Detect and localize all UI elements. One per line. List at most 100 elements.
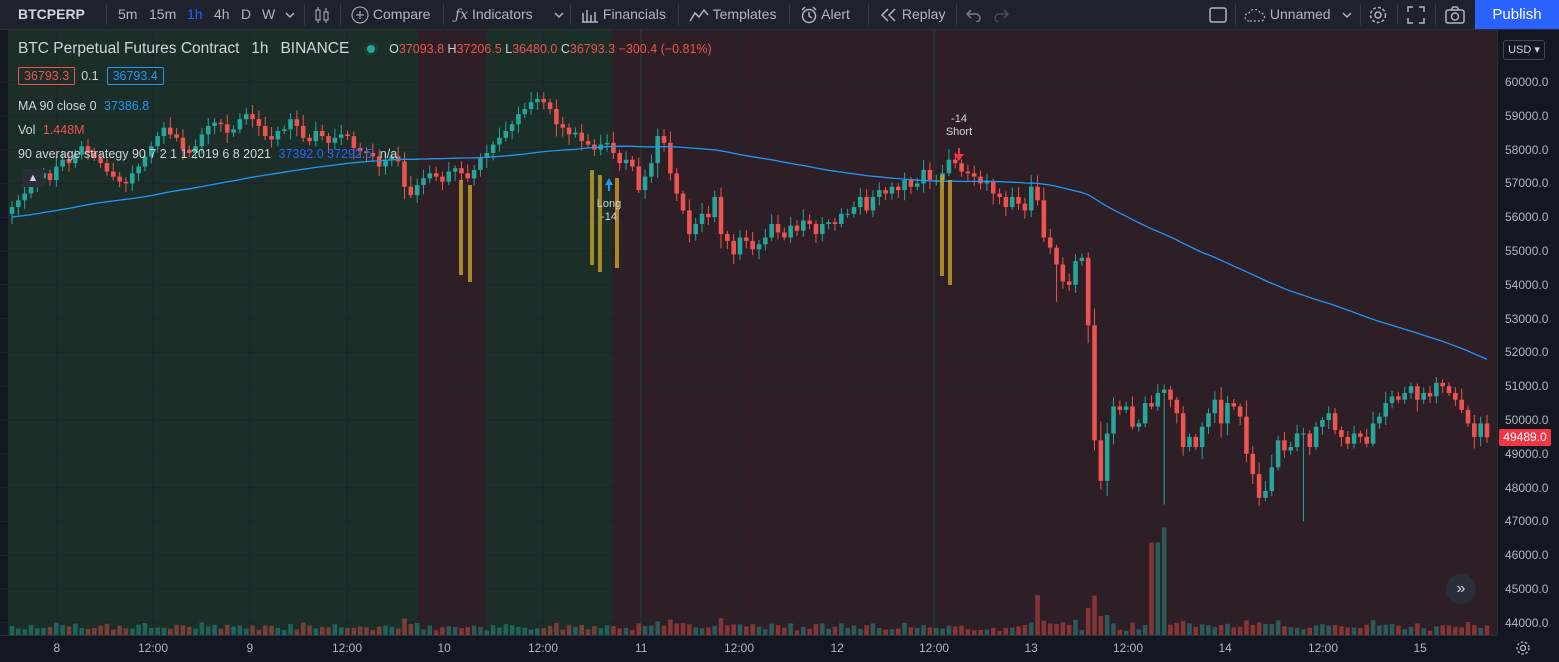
- interval-5m[interactable]: 5m: [118, 6, 138, 22]
- candle-body: [959, 163, 964, 172]
- candle-body: [908, 180, 914, 187]
- financials-button[interactable]: Financials: [581, 0, 666, 29]
- interval-1h[interactable]: 1h: [187, 6, 203, 22]
- publish-button[interactable]: Publish: [1475, 0, 1559, 29]
- toolbar-divider: [1435, 4, 1436, 25]
- volume-bar: [763, 629, 768, 635]
- open-label: O: [389, 42, 399, 56]
- templates-button[interactable]: Templates: [689, 0, 776, 29]
- interval-15m[interactable]: 15m: [149, 6, 177, 22]
- volume-bar: [1408, 626, 1414, 635]
- candle-body: [497, 137, 502, 145]
- volume-bar: [370, 629, 376, 635]
- volume-bar: [73, 623, 78, 635]
- price-axis[interactable]: 60000.0 59000.0 58000.0 57000.0 56000.0 55000…: [1497, 30, 1559, 635]
- symbol-search[interactable]: BTCPERP: [18, 6, 85, 22]
- currency-selector[interactable]: USD ▾: [1503, 40, 1545, 60]
- time-tick-label: 12:00: [1308, 641, 1339, 655]
- volume-bar: [813, 624, 819, 635]
- collapse-legend-chevron-up-icon[interactable]: ▲: [22, 169, 44, 187]
- volume-bar: [104, 623, 110, 635]
- candle-body: [28, 186, 34, 194]
- volume-bar: [560, 629, 566, 635]
- volume-bar: [1484, 625, 1490, 635]
- candle-body: [1180, 413, 1186, 448]
- volume-bar: [1383, 624, 1388, 635]
- volume-bar: [484, 630, 490, 635]
- ask-price-box[interactable]: 36793.4: [106, 67, 164, 85]
- volume-bar: [1047, 623, 1053, 635]
- candle-body: [750, 240, 755, 250]
- volume-bar: [1389, 624, 1395, 635]
- compare-button[interactable]: Compare: [351, 0, 430, 29]
- settings-gear-icon[interactable]: [1368, 0, 1388, 29]
- undo-icon[interactable]: [965, 0, 982, 29]
- volume-bar: [832, 626, 838, 635]
- indicators-dropdown-chevron-icon[interactable]: [554, 0, 564, 29]
- axis-settings-gear-icon[interactable]: [1515, 640, 1531, 661]
- legend-ma[interactable]: MA 90 close 0 37386.8: [18, 99, 149, 113]
- camera-snapshot-icon[interactable]: [1445, 0, 1465, 29]
- interval-d[interactable]: D: [241, 6, 252, 22]
- legend-interval: 1h: [251, 40, 269, 57]
- legend-strategy[interactable]: 90 average strategy 90 7 2 1 1 2019 6 8 …: [18, 147, 397, 161]
- legend-volume[interactable]: Vol 1.448M: [18, 123, 85, 137]
- symbol-description[interactable]: BTC Perpetual Futures Contract: [18, 40, 240, 57]
- volume-bar: [1079, 630, 1085, 635]
- chart-pane[interactable]: Long -14 -14 Short: [0, 30, 1497, 635]
- time-axis[interactable]: 8 12:00 9 12:00 10 12:00 11 12:00 12 12:00 13 12:00…: [0, 635, 1497, 662]
- select-layout-icon[interactable]: [1209, 0, 1227, 29]
- volume-bar: [345, 627, 350, 635]
- volume-bar: [421, 629, 426, 635]
- candle-body: [1231, 403, 1237, 407]
- candle-body: [807, 220, 812, 224]
- volume-bar: [554, 622, 559, 635]
- volume-bar: [452, 626, 458, 635]
- volume-bar: [1009, 627, 1015, 635]
- indicators-button[interactable]: ƒx Indicators: [455, 0, 533, 29]
- candle-body: [1193, 436, 1199, 448]
- candle-body: [186, 149, 192, 153]
- candle-body: [826, 222, 831, 224]
- volume-bar: [459, 628, 464, 635]
- scroll-to-realtime-icon[interactable]: »: [1446, 574, 1476, 604]
- volume-bar: [864, 625, 869, 635]
- candle-body: [243, 114, 249, 120]
- replay-button[interactable]: Replay: [880, 0, 945, 29]
- alert-button[interactable]: Alert: [800, 0, 850, 29]
- candle-body: [813, 223, 819, 235]
- volume-bar: [383, 625, 388, 635]
- candle-body: [92, 152, 97, 159]
- layout-name-button[interactable]: Unnamed: [1244, 0, 1331, 29]
- strategy-signal-bar: [940, 175, 944, 276]
- candle-body: [604, 142, 610, 145]
- volume-bar: [655, 621, 660, 635]
- interval-w[interactable]: W: [262, 6, 276, 22]
- candles-chart-type-icon[interactable]: [313, 0, 331, 29]
- price-tick-label: 57000.0: [1505, 176, 1549, 191]
- volume-bar: [921, 625, 926, 635]
- time-tick-label: 12:00: [138, 641, 169, 655]
- candle-body: [1396, 396, 1401, 400]
- fullscreen-icon[interactable]: [1407, 0, 1425, 29]
- volume-bar: [1136, 629, 1142, 635]
- candle-body: [218, 122, 224, 125]
- candle-body: [1003, 196, 1009, 208]
- bid-price-box[interactable]: 36793.3: [18, 67, 76, 85]
- volume-bar: [1275, 620, 1281, 635]
- volume-bar: [978, 629, 983, 635]
- candle-body: [763, 237, 768, 245]
- candle-body: [1370, 423, 1376, 444]
- redo-icon[interactable]: [993, 0, 1010, 29]
- candle-body: [275, 131, 281, 140]
- volume-bar: [1199, 624, 1205, 635]
- candle-body: [1206, 413, 1211, 427]
- layout-dropdown-chevron-icon[interactable]: [1342, 0, 1352, 29]
- volume-bar: [1339, 626, 1344, 635]
- candle-body: [1085, 257, 1091, 326]
- interval-dropdown-chevron-icon[interactable]: [285, 0, 295, 29]
- candle-body: [971, 173, 977, 177]
- interval-4h[interactable]: 4h: [214, 6, 230, 22]
- volume-bar: [174, 624, 179, 635]
